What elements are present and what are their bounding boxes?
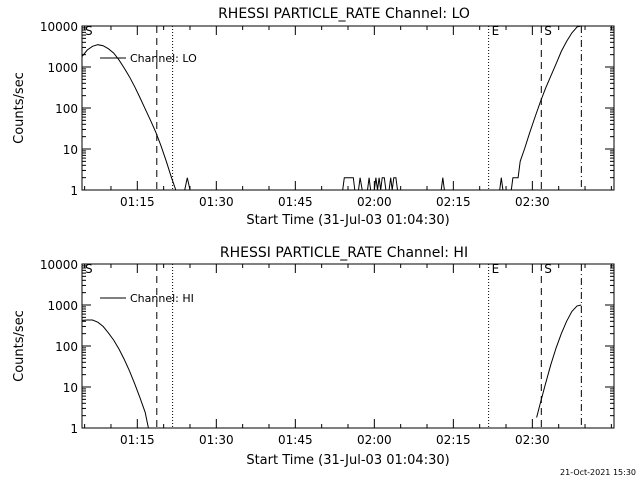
hi-series — [81, 304, 582, 429]
lo-rate-line — [510, 25, 582, 191]
hi-x-axis-label: Start Time (31-Jul-03 01:04:30) — [246, 453, 449, 468]
hi-x-tick-label: 01:45 — [278, 433, 313, 447]
lo-rate-line — [388, 177, 398, 191]
lo-channel-panel: RHESSI PARTICLE_RATE Channel: LO 01:15 01… — [12, 6, 615, 228]
lo-rate-line — [342, 177, 356, 191]
lo-rate-line — [184, 177, 191, 191]
hi-y-axis-label: Counts/sec — [12, 310, 27, 382]
hi-rate-line — [81, 319, 149, 429]
hi-marker-label: S — [544, 262, 552, 276]
lo-rate-line — [499, 177, 504, 191]
lo-plot-frame — [81, 25, 615, 191]
lo-chart-title: RHESSI PARTICLE_RATE Channel: LO — [218, 6, 470, 22]
hi-plot-frame — [81, 263, 615, 429]
lo-x-tick-label: 02:30 — [515, 195, 550, 209]
hi-x-tick-label: 02:00 — [357, 433, 392, 447]
lo-series — [81, 25, 582, 191]
lo-x-tick-label: 02:00 — [357, 195, 392, 209]
lo-marker-label: S — [544, 24, 552, 38]
lo-x-tick-label: 01:30 — [199, 195, 234, 209]
hi-chart-title: RHESSI PARTICLE_RATE Channel: HI — [220, 245, 468, 261]
hi-legend-label: Channel: HI — [130, 292, 194, 305]
hi-x-tick-label: 02:15 — [436, 433, 471, 447]
lo-ticks: 01:15 01:30 01:45 02:00 02:15 02:30 1 10 100 1000… — [40, 20, 614, 209]
hi-y-tick-label: 1 — [70, 422, 78, 436]
lo-y-tick-label: 10 — [63, 143, 78, 157]
hi-y-tick-label: 10000 — [40, 258, 78, 272]
hi-x-tick-label: 01:15 — [120, 433, 155, 447]
hi-x-tick-label: 02:30 — [515, 433, 550, 447]
lo-marker-label: E — [492, 24, 500, 38]
hi-y-tick-label: 1000 — [47, 299, 78, 313]
hi-channel-panel: RHESSI PARTICLE_RATE Channel: HI 01:15 01… — [12, 245, 615, 468]
lo-x-tick-label: 02:15 — [436, 195, 471, 209]
hi-y-tick-label: 10 — [63, 381, 78, 395]
lo-x-tick-label: 01:45 — [278, 195, 313, 209]
lo-y-tick-label: 1 — [70, 184, 78, 198]
lo-x-tick-label: 01:15 — [120, 195, 155, 209]
lo-y-tick-label: 100 — [55, 102, 78, 116]
lo-y-tick-label: 10000 — [40, 20, 78, 34]
hi-marker-label: E — [492, 262, 500, 276]
lo-rate-line — [367, 177, 372, 191]
hi-x-tick-label: 01:30 — [199, 433, 234, 447]
lo-y-axis-label: Counts/sec — [12, 72, 27, 144]
lo-rate-line — [440, 177, 445, 191]
hi-ticks: 01:15 01:30 01:45 02:00 02:15 02:30 1 10 100 1000… — [40, 258, 614, 447]
lo-marker-label: S — [85, 24, 93, 38]
hi-rate-line — [536, 304, 582, 418]
lo-x-axis-label: Start Time (31-Jul-03 01:04:30) — [246, 213, 449, 228]
hi-marker-label: S — [85, 262, 93, 276]
lo-rate-line — [358, 177, 363, 191]
lo-rate-line — [373, 177, 387, 191]
timestamp: 21-Oct-2021 15:30 — [560, 468, 636, 477]
hi-y-tick-label: 100 — [55, 340, 78, 354]
lo-legend-label: Channel: LO — [130, 52, 197, 65]
lo-rate-line — [81, 44, 177, 191]
lo-y-tick-label: 1000 — [47, 61, 78, 75]
